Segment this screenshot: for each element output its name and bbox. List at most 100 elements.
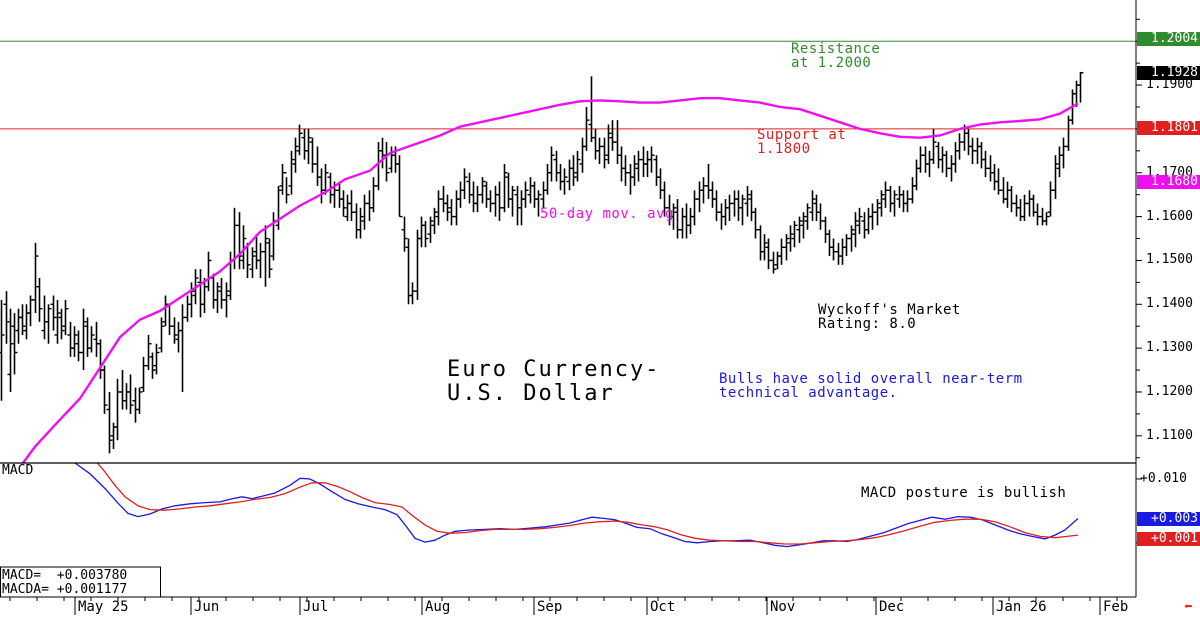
x-tick-label: Oct bbox=[650, 599, 676, 615]
y-tick-label: 1.1200 bbox=[1146, 383, 1193, 399]
ohlc-bar bbox=[474, 185, 481, 213]
ohlc-bar bbox=[770, 251, 777, 274]
ohlc-bar bbox=[88, 326, 95, 353]
ohlc-bar bbox=[483, 181, 490, 208]
ohlc-bar bbox=[361, 194, 368, 230]
ohlc-bar bbox=[904, 190, 911, 213]
ohlc-bar bbox=[496, 181, 503, 221]
ohlc-bar bbox=[822, 216, 829, 243]
ohlc-bar bbox=[561, 168, 568, 195]
ohlc-bar bbox=[1060, 137, 1067, 169]
ohlc-bar bbox=[348, 190, 355, 221]
ohlc-bar bbox=[1039, 207, 1046, 226]
ohlc-bar bbox=[691, 190, 698, 226]
ohlc-bar bbox=[236, 212, 243, 270]
ohlc-bar bbox=[874, 199, 881, 226]
ohlc-bar bbox=[145, 334, 152, 371]
ohlc-bar bbox=[322, 163, 329, 195]
ohlc-bar bbox=[618, 146, 625, 182]
ohlc-bar bbox=[917, 146, 924, 173]
ohlc-bar bbox=[804, 203, 811, 230]
ohlc-bar bbox=[171, 317, 178, 344]
ohlc-bar bbox=[166, 303, 173, 335]
ohlc-bar bbox=[791, 220, 798, 248]
ohlc-bar bbox=[557, 163, 564, 191]
ohlc-bar bbox=[909, 177, 916, 204]
ohlc-bar bbox=[700, 177, 707, 204]
ohlc-bar bbox=[353, 203, 360, 239]
ohlc-bar bbox=[136, 387, 143, 414]
ohlc-bar bbox=[440, 185, 447, 213]
x-tick-label: Sep bbox=[537, 599, 563, 615]
ohlc-bar bbox=[856, 207, 863, 235]
y-tick-label: 1.1300 bbox=[1146, 340, 1193, 356]
ohlc-bar bbox=[257, 242, 264, 278]
ohlc-bar bbox=[11, 313, 18, 375]
ohlc-bar bbox=[414, 229, 421, 300]
moving-average-label: 50-day mov. avg bbox=[540, 206, 674, 222]
ohlc-bar bbox=[19, 304, 26, 335]
x-tick-label: Dec bbox=[879, 599, 905, 615]
y-tick-label: 1.1100 bbox=[1146, 427, 1193, 443]
support-label: Support at 1.1800 bbox=[757, 127, 847, 157]
ohlc-bar bbox=[84, 317, 91, 357]
ohlc-bar bbox=[809, 190, 816, 221]
ohlc-bar bbox=[501, 163, 508, 213]
ohlc-bar bbox=[240, 225, 247, 270]
ohlc-bar bbox=[67, 321, 74, 357]
ohlc-bar bbox=[292, 137, 299, 173]
ohlc-bar bbox=[609, 120, 616, 151]
ohlc-bar bbox=[913, 159, 920, 191]
ohlc-bar bbox=[965, 128, 972, 156]
macd-readout: MACD= +0.003780 bbox=[2, 568, 128, 583]
ohlc-bar bbox=[796, 216, 803, 243]
ohlc-bar bbox=[3, 291, 10, 344]
ohlc-bar bbox=[974, 137, 981, 164]
ohlc-bar bbox=[548, 146, 555, 182]
ohlc-bar bbox=[123, 383, 130, 410]
ohlc-bar bbox=[826, 229, 833, 257]
ohlc-bar bbox=[518, 190, 525, 226]
ohlc-bar bbox=[670, 203, 677, 230]
ohlc-bar bbox=[848, 225, 855, 252]
chart-title-line1: Euro Currency- bbox=[447, 357, 661, 382]
ohlc-bar bbox=[566, 159, 573, 191]
x-tick-label: Jul bbox=[303, 599, 329, 615]
ohlc-bar bbox=[184, 295, 191, 322]
macd-y-tick-label: +0.010 bbox=[1140, 470, 1187, 486]
ohlc-bar bbox=[509, 185, 516, 217]
ohlc-bar bbox=[457, 181, 464, 208]
ohlc-bar bbox=[383, 142, 390, 182]
ohlc-bar bbox=[119, 370, 126, 410]
ohlc-bar bbox=[80, 308, 87, 371]
ohlc-bar bbox=[106, 391, 113, 454]
ohlc-bar bbox=[461, 168, 468, 200]
ohlc-bar bbox=[127, 374, 134, 414]
ohlc-bar bbox=[544, 163, 551, 195]
ohlc-bar bbox=[214, 282, 221, 314]
left-arrow-icon[interactable]: ⬅ bbox=[1184, 599, 1193, 615]
ohlc-bar bbox=[1021, 194, 1028, 221]
macd-comment: MACD posture is bullish bbox=[861, 485, 1067, 501]
ohlc-bar bbox=[948, 155, 955, 182]
ohlc-bar bbox=[409, 282, 416, 305]
ohlc-bar bbox=[97, 339, 104, 379]
ohlc-bar bbox=[739, 194, 746, 226]
ohlc-bar bbox=[153, 343, 160, 375]
ohlc-bar bbox=[778, 238, 785, 265]
x-tick-label: Jun bbox=[194, 599, 220, 615]
ohlc-bar bbox=[817, 203, 824, 230]
ohlc-bar bbox=[288, 150, 295, 195]
ohlc-bar bbox=[535, 190, 542, 217]
ohlc-bar bbox=[505, 172, 512, 208]
ohlc-bar bbox=[487, 190, 494, 213]
chart-title-line2: U.S. Dollar bbox=[447, 381, 615, 406]
ohlc-bar bbox=[635, 150, 642, 182]
ohlc-bar bbox=[514, 185, 521, 226]
ohlc-bar bbox=[978, 142, 985, 169]
ohlc-bar bbox=[570, 155, 577, 186]
ohlc-bar bbox=[987, 155, 994, 182]
macd-line bbox=[73, 463, 1079, 548]
ohlc-bar bbox=[262, 225, 269, 287]
ohlc-bar bbox=[427, 216, 434, 243]
